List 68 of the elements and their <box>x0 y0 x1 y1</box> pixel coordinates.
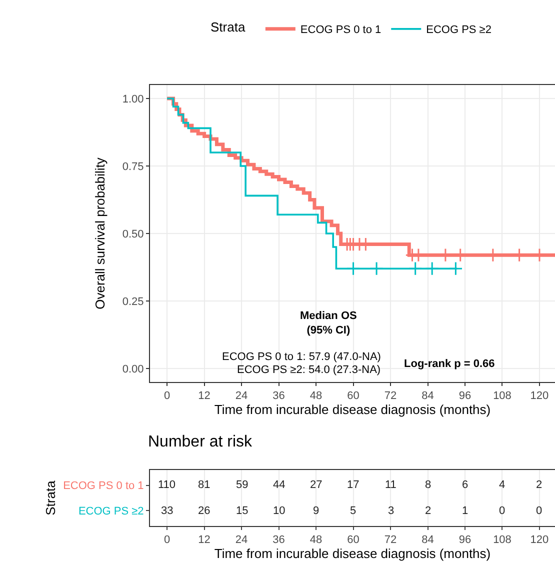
data-label: 11 <box>385 479 396 491</box>
data-label: 44 <box>273 479 286 491</box>
legend-label: ECOG PS ≥2 <box>426 24 492 36</box>
data-label: 2 <box>425 505 432 517</box>
x-tick-label: 96 <box>458 534 472 546</box>
x-tick-label: 60 <box>347 390 360 402</box>
data-label: 33 <box>161 505 174 517</box>
data-label: 1 <box>462 505 468 517</box>
annotation: Log-rank p = 0.66 <box>404 358 495 370</box>
legend-label: ECOG PS 0 to 1 <box>300 24 382 36</box>
data-label: 27 <box>310 479 322 491</box>
data-label: 110 <box>158 479 176 491</box>
y-tick-label: 1.00 <box>122 93 144 106</box>
x-tick-label: 84 <box>422 534 434 546</box>
x-tick-label: 24 <box>235 534 248 546</box>
x-tick-label: 84 <box>422 390 434 402</box>
y-tick-label: 0.25 <box>122 296 144 308</box>
point <box>408 262 422 276</box>
point <box>346 262 360 276</box>
x-tick-label: 36 <box>272 390 285 402</box>
x-tick-label: 0 <box>164 534 170 546</box>
x-tick-label: 0 <box>164 390 170 402</box>
data-label: 59 <box>236 479 248 491</box>
y-tick-label: 0.75 <box>122 160 144 173</box>
y-axis-title: Strata <box>43 480 58 516</box>
point <box>425 262 440 276</box>
point <box>370 262 384 276</box>
x-tick-label: 96 <box>458 390 472 402</box>
data-label: 17 <box>347 479 360 491</box>
data-label: 15 <box>236 505 248 517</box>
y-tick-label: 0.50 <box>122 228 144 240</box>
x-tick-label: 120 <box>530 534 549 546</box>
x-tick-label: 12 <box>198 534 210 546</box>
x-tick-label: 108 <box>493 534 512 546</box>
annotation: ECOG PS ≥2: 54.0 (27.3-NA) <box>237 364 381 376</box>
data-label: 10 <box>273 505 286 517</box>
y-tick-label: ECOG PS ≥2 <box>78 506 144 518</box>
x-tick-label: 48 <box>310 390 322 402</box>
data-label: 26 <box>198 505 210 517</box>
chart-title: Number at risk <box>148 433 254 450</box>
legend-title: Strata <box>210 19 252 34</box>
x-tick-label: 36 <box>272 534 285 546</box>
point <box>448 262 463 276</box>
data-label: 0 <box>499 505 506 517</box>
data-label: 0 <box>536 505 542 517</box>
x-tick-label: 108 <box>493 390 512 402</box>
x-tick-label: 60 <box>347 534 360 546</box>
x-tick-label: 12 <box>198 390 210 402</box>
data-label: 81 <box>198 479 210 491</box>
x-tick-label: 48 <box>310 534 322 546</box>
data-label: 8 <box>425 479 432 491</box>
y-tick-label: ECOG PS 0 to 1 <box>63 480 144 492</box>
y-tick-label: 0.00 <box>122 363 144 376</box>
data-label: 9 <box>313 505 320 517</box>
x-axis-title: Time from incurable disease diagnosis (months) <box>214 402 491 418</box>
x-axis-title: Time from incurable disease diagnosis (months) <box>214 546 491 562</box>
data-label: 5 <box>350 505 356 517</box>
y-axis-title: Overall survival probability <box>92 157 108 310</box>
data-label: 3 <box>388 505 394 517</box>
x-tick-label: 120 <box>530 390 549 402</box>
data-label: 4 <box>499 479 506 491</box>
annotation: Median OS (95% CI) <box>300 310 357 336</box>
data-label: 6 <box>462 479 468 491</box>
annotation: ECOG PS 0 to 1: 57.9 (47.0-NA) <box>222 351 381 363</box>
data-label: 2 <box>536 479 542 491</box>
x-tick-label: 72 <box>384 534 397 546</box>
x-tick-label: 72 <box>384 390 397 402</box>
x-tick-label: 24 <box>235 390 248 402</box>
